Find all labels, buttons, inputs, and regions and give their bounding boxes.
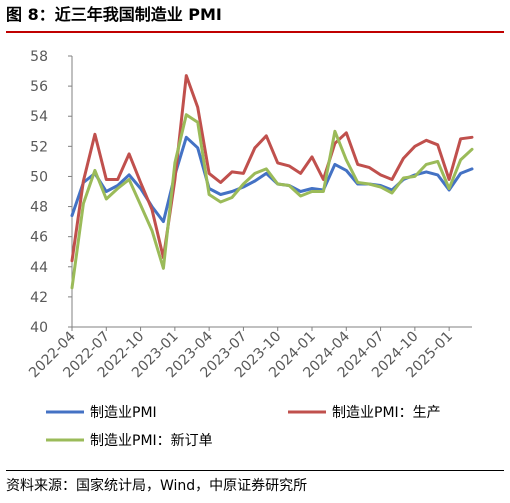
y-tick-label: 40 xyxy=(30,320,48,336)
chart-title: 图 8：近三年我国制造业 PMI xyxy=(6,5,222,24)
source-divider xyxy=(6,470,504,471)
legend-label-2: 制造业PMI：生产 xyxy=(332,405,441,421)
series-line-2 xyxy=(70,74,474,263)
y-tick-label: 52 xyxy=(30,139,48,155)
title-divider xyxy=(6,31,504,33)
y-tick-label: 56 xyxy=(30,79,48,95)
y-tick-label: 42 xyxy=(30,290,48,306)
y-tick-label: 48 xyxy=(30,200,48,216)
y-tick-label: 44 xyxy=(30,260,48,276)
legend-label-3: 制造业PMI：新订单 xyxy=(90,433,213,449)
y-tick-label: 46 xyxy=(30,230,48,246)
source-note: 资料来源：国家统计局，Wind，中原证券研究所 xyxy=(6,478,308,494)
pmi-line-chart: 404244464850525456582022-042022-072022-1… xyxy=(26,49,474,449)
legend-label-1: 制造业PMI xyxy=(90,405,157,421)
y-tick-label: 58 xyxy=(30,49,48,65)
series-line-3 xyxy=(70,113,474,290)
y-tick-label: 54 xyxy=(30,109,48,125)
y-tick-label: 50 xyxy=(30,169,48,185)
